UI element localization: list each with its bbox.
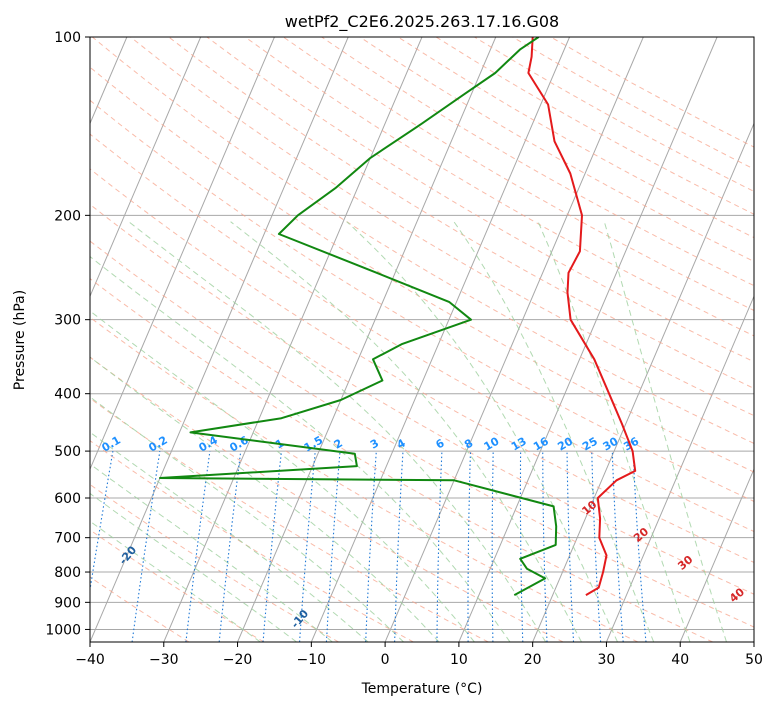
- isotherm-line: [384, 37, 644, 642]
- dry-adiabat-line: [206, 37, 754, 363]
- chart-title: wetPf2_C2E6.2025.263.17.16.G08: [285, 12, 559, 32]
- dry-adiabat-line: [90, 240, 754, 628]
- dewpoint-profile-line: [159, 37, 558, 596]
- moist-adiabat-line: [346, 221, 618, 642]
- dry-adiabat-line: [321, 37, 754, 287]
- x-tick-label: −10: [297, 652, 327, 668]
- dry-adiabat-line: [130, 37, 754, 417]
- y-tick-label: 600: [54, 491, 81, 507]
- isotherm-line: [237, 37, 497, 642]
- dry-adiabat-line: [90, 168, 754, 563]
- x-tick-label: −20: [223, 652, 253, 668]
- moist-adiabat-line: [90, 255, 511, 642]
- isotherm-line: [163, 37, 423, 642]
- y-tick-label: 400: [54, 387, 81, 403]
- dry-adiabat-line: [90, 203, 754, 595]
- mixing-ratio-line: [299, 451, 316, 642]
- moist-adiabat-line: [230, 221, 582, 642]
- isotherm-line: [532, 122, 754, 642]
- y-axis-label: Pressure (hPa): [12, 290, 28, 390]
- axis-layer: −40 −30 −20 −10 0 10 20 30 40 50 100 200 300 400 500 60…: [45, 30, 763, 668]
- moist-adiabat-line: [90, 431, 369, 642]
- dry-adiabat-line: [283, 37, 754, 312]
- dry-adiabat-line: [90, 133, 754, 533]
- y-tick-label: 800: [54, 565, 81, 581]
- plot-area: [90, 37, 754, 642]
- isotherm-line: [458, 37, 718, 642]
- moist-adiabat-line: [90, 492, 297, 642]
- x-axis-label: Temperature (°C): [361, 681, 483, 697]
- moist-adiabat-line: [90, 310, 475, 642]
- mixing-ratio-line: [262, 451, 283, 642]
- x-tick-label: 30: [598, 652, 616, 668]
- y-tick-label: 1000: [45, 622, 81, 638]
- dry-adiabat-line: [90, 440, 414, 642]
- moist-adiabat-line: [537, 221, 691, 642]
- dry-adiabat-label: 0: [484, 675, 499, 689]
- y-tick-label: 200: [54, 208, 81, 224]
- x-tick-label: −30: [149, 652, 179, 668]
- x-tick-label: 0: [381, 652, 390, 668]
- moist-adiabat-line: [90, 356, 440, 642]
- x-tick-label: 10: [450, 652, 468, 668]
- moist-adiabat-line: [453, 221, 655, 642]
- isotherm-line: [753, 640, 754, 642]
- plot-frame: [89, 36, 755, 643]
- mixing-ratio-line: [218, 451, 242, 642]
- isotherm-line: [605, 295, 754, 642]
- y-tick-label: 300: [54, 313, 81, 329]
- mixing-ratio-line: [632, 451, 647, 642]
- isotherm-line: [90, 37, 275, 471]
- dry-adiabat-line: [90, 483, 339, 642]
- dry-adiabat-line: [90, 397, 489, 642]
- moist-adiabat-line: [603, 221, 727, 642]
- x-tick-label: 20: [524, 652, 542, 668]
- y-tick-label: 100: [54, 30, 81, 46]
- plot-layer: 0.10.20.40.611.52346810131620253036-100-…: [90, 37, 754, 689]
- isotherm-line: [90, 37, 202, 298]
- x-tick-label: 40: [671, 652, 689, 668]
- dry-adiabat-line: [90, 356, 564, 642]
- mixing-ratio-line: [131, 451, 161, 642]
- temperature-profile-line: [527, 37, 637, 596]
- moist-adiabat-line: [90, 520, 261, 642]
- moist-adiabat-line: [90, 463, 333, 642]
- isotherm-line: [679, 467, 754, 642]
- isotherm-line: [90, 37, 349, 642]
- moist-adiabat-line: [128, 221, 547, 642]
- x-tick-label: 50: [745, 652, 763, 668]
- y-tick-label: 900: [54, 595, 81, 611]
- x-tick-label: −40: [75, 652, 105, 668]
- dry-adiabat-line: [90, 66, 754, 473]
- y-tick-label: 700: [54, 531, 81, 547]
- mixing-ratio-line: [185, 451, 211, 642]
- y-tick-label: 500: [54, 444, 81, 460]
